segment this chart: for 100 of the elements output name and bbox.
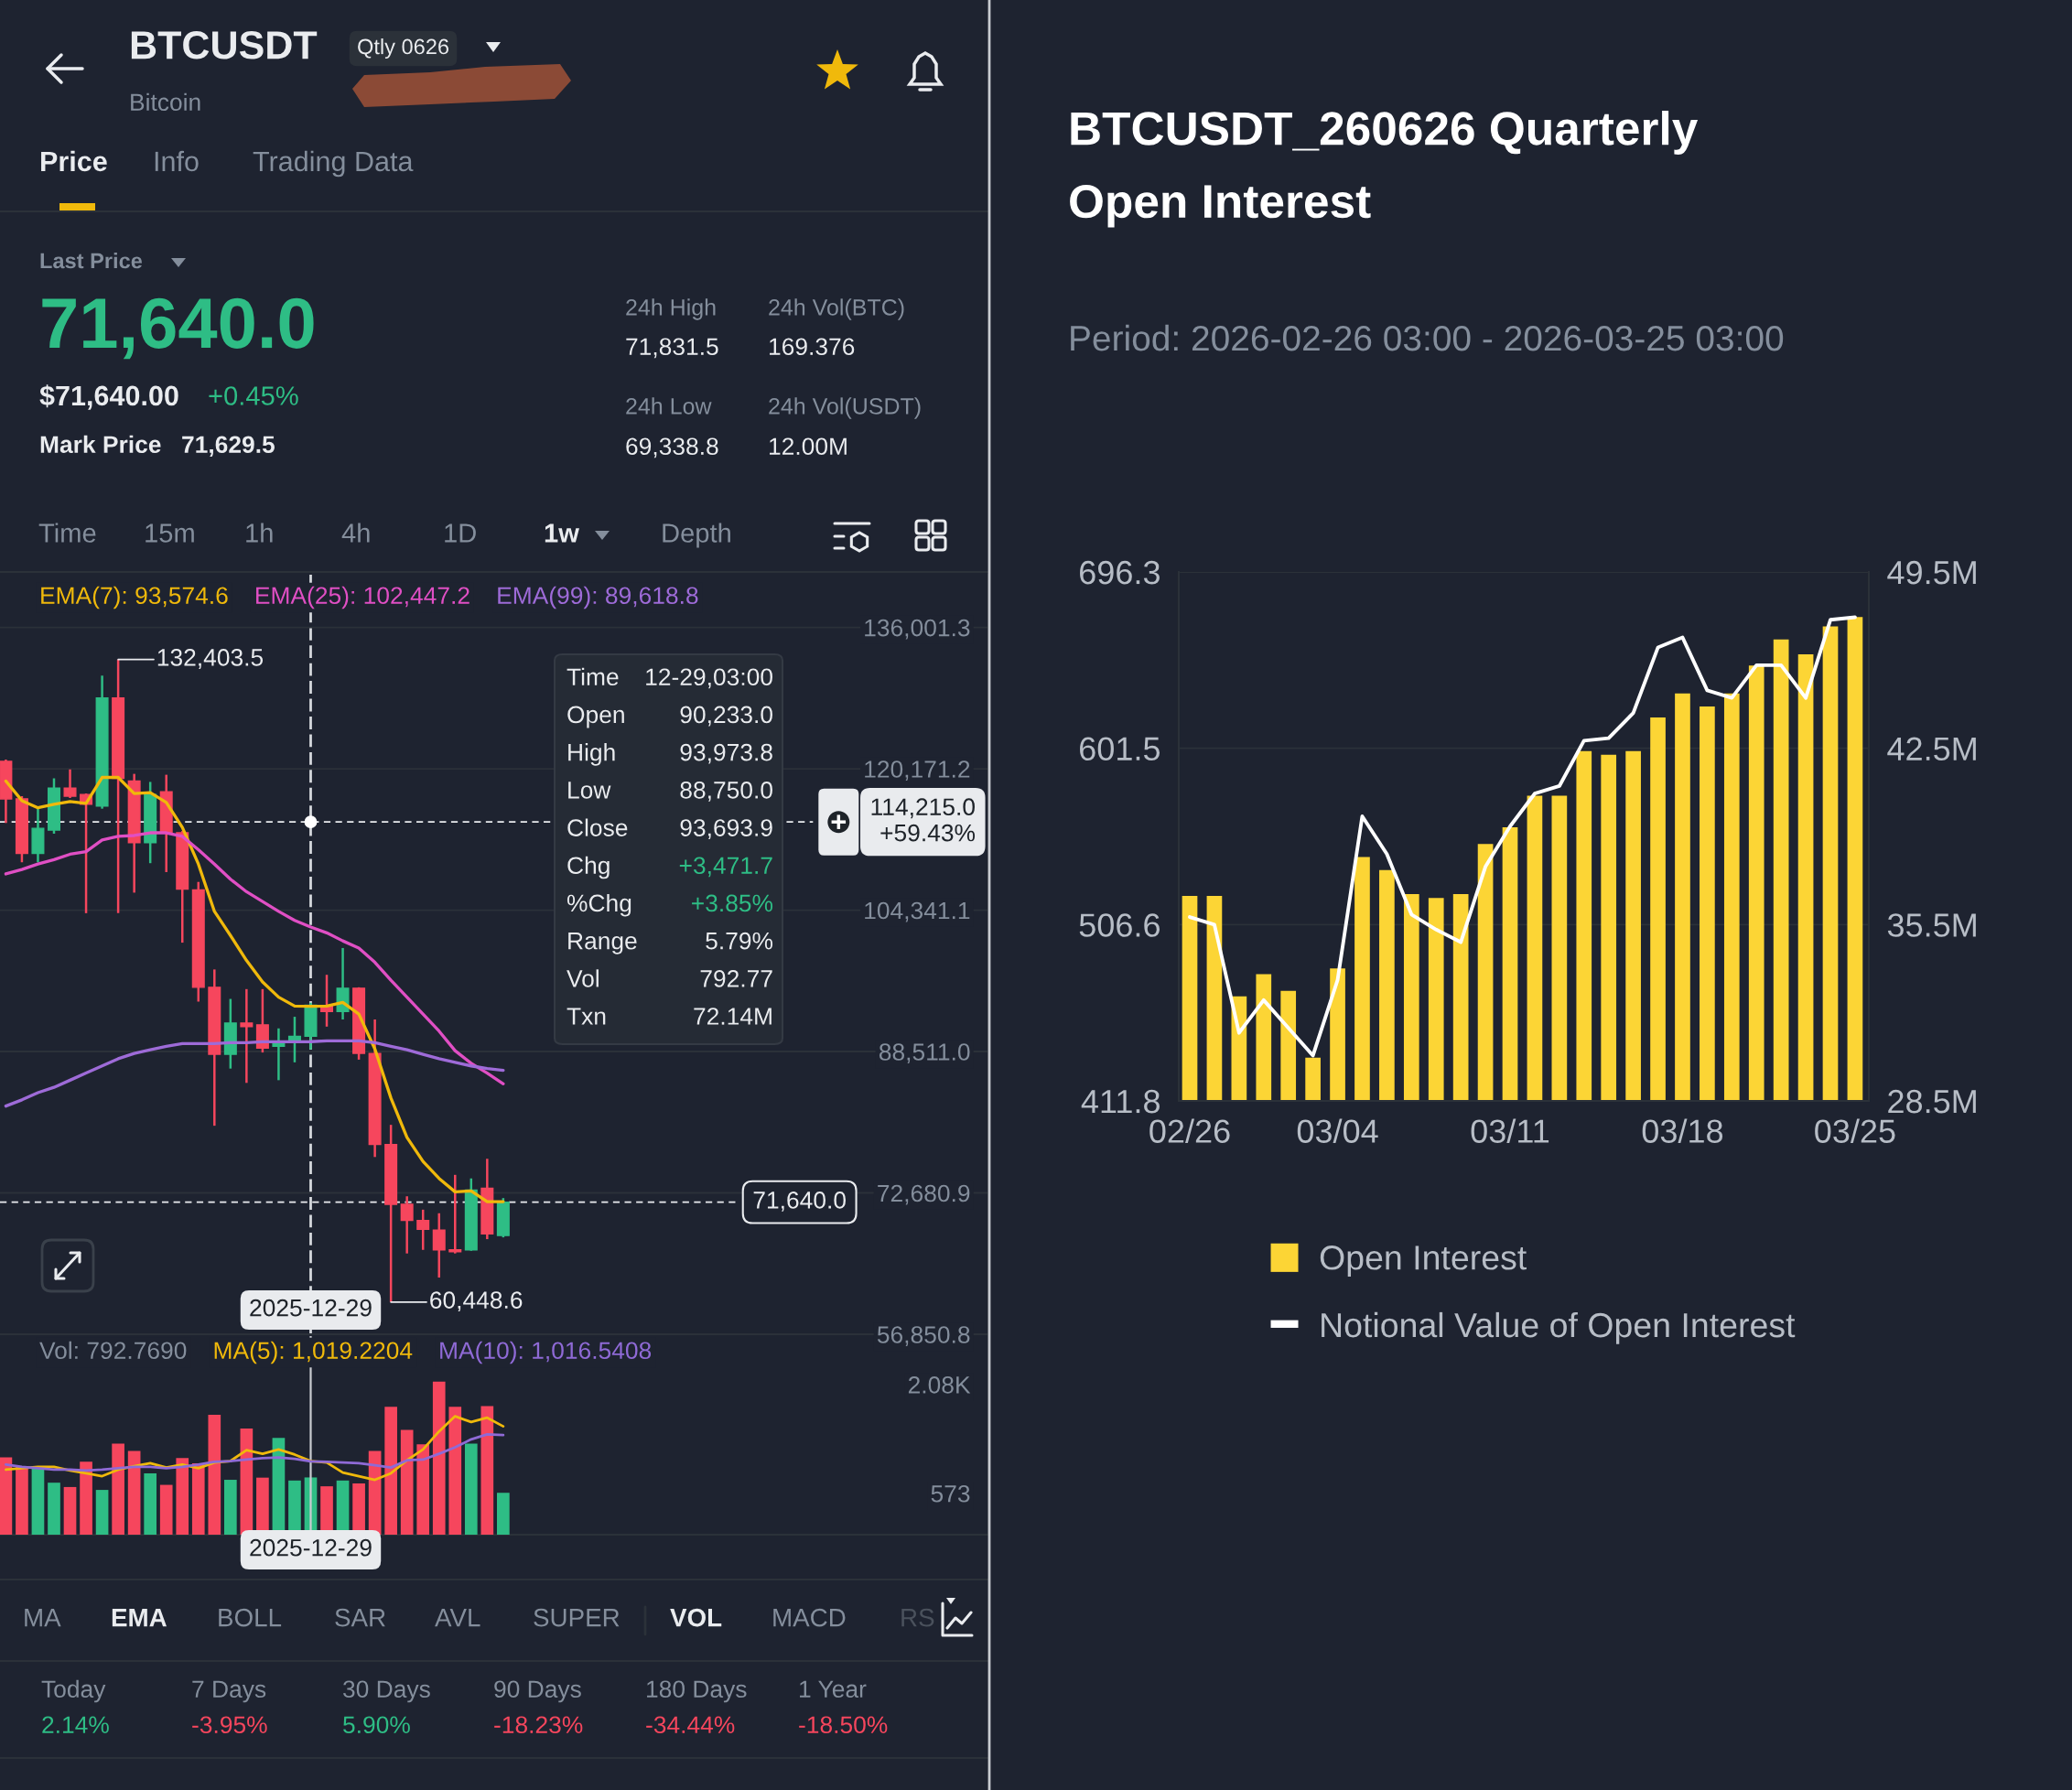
text: Vol: 792.7690	[39, 1341, 187, 1360]
text: Today	[41, 1679, 106, 1703]
text: 93,693.9	[680, 819, 772, 839]
text: Price	[41, 150, 107, 172]
y2-tick-label: 35.5M	[1887, 913, 1976, 937]
y2-tick-label: 49.5M	[1887, 560, 1976, 585]
legend-label: Notional Value of Open Interest	[1322, 1311, 1796, 1344]
chart-subtitle: Period: 2026-02-26 03:00 - 2026-03-25 03:00	[1071, 324, 1784, 351]
text: 24h Vol(BTC)	[769, 298, 904, 320]
text: EMA(99): 89,618.8	[498, 586, 698, 609]
text: $71,640.00	[39, 384, 178, 410]
text: 1h	[246, 523, 273, 543]
text: 792.77	[700, 970, 772, 987]
x-tick-label: 2025-12-29	[250, 1538, 372, 1557]
y-tick-label: 136,001.3	[865, 619, 970, 640]
y-tick-label: 104,341.1	[865, 901, 970, 922]
text: EMA	[112, 1609, 167, 1627]
text: Time	[567, 667, 619, 686]
text: High	[568, 743, 615, 766]
y-tick-label: 601.5	[1080, 737, 1160, 761]
text: 71,831.5	[626, 338, 718, 359]
text: 5.79%	[706, 932, 773, 950]
text: 88,750.0	[680, 782, 772, 802]
text: 71,640.0	[42, 297, 314, 360]
chart-title: BTCUSDT_260626 Quarterly Open Interest	[1070, 111, 1699, 228]
text: EMA(7): 93,574.6	[41, 586, 228, 609]
x-tick-label: 02/26	[1149, 1118, 1230, 1143]
text: MACD	[773, 1608, 846, 1627]
text: Qtly 0626	[358, 38, 449, 59]
text: 4h	[341, 523, 370, 543]
text: SAR	[335, 1608, 385, 1627]
text: 30 Days	[343, 1680, 430, 1703]
text: +3.85%	[692, 894, 773, 912]
text: Close	[567, 818, 628, 836]
text: Info	[155, 150, 199, 172]
text: 12.00M	[770, 437, 847, 456]
text: 5.90%	[343, 1716, 410, 1734]
text: 1D	[445, 523, 476, 543]
y-tick-label: 2.08K	[908, 1376, 971, 1394]
x-tick-label: 2025-12-29	[250, 1299, 372, 1317]
text: 24h Low	[626, 397, 712, 415]
text: Open	[567, 706, 624, 728]
text: Mark Price	[40, 435, 161, 454]
text: -18.23%	[494, 1716, 583, 1734]
text: %Chg	[567, 893, 631, 917]
text: VOL	[670, 1608, 722, 1627]
x-tick-label: 03/25	[1815, 1118, 1895, 1143]
x-tick-label: 03/11	[1471, 1118, 1549, 1143]
y-tick-label: 72,680.9	[878, 1184, 970, 1205]
y-tick-label: 696.3	[1080, 560, 1160, 585]
text: +0.45%	[209, 386, 298, 405]
text: 180 Days	[647, 1680, 747, 1703]
ref-line-label: 71,640.0	[753, 1192, 846, 1212]
text: Chg	[567, 856, 610, 879]
text: 72.14M	[694, 1008, 772, 1025]
annotation: 132,403.5	[157, 649, 264, 669]
text: 93,973.8	[680, 743, 772, 764]
text: 7 Days	[192, 1680, 266, 1703]
y2-tick-label: 28.5M	[1888, 1089, 1976, 1114]
text: Range	[568, 933, 637, 954]
annotation: 60,448.6	[430, 1291, 523, 1312]
text: Trading Data	[253, 150, 414, 178]
text: Low	[568, 782, 611, 799]
y-tick-label: 88,511.0	[879, 1043, 970, 1063]
text: Txn	[567, 1008, 606, 1025]
ref-line-label: 114,215.0 +59.43%	[871, 798, 976, 842]
x-tick-label: 03/04	[1297, 1118, 1378, 1143]
text: Depth	[663, 523, 730, 548]
text: 24h Vol(USDT)	[769, 397, 921, 419]
text: 12-29,03:00	[646, 668, 772, 689]
text: MA	[25, 1609, 61, 1627]
legend-label: Open Interest	[1320, 1245, 1527, 1278]
x-tick-label: 03/18	[1642, 1118, 1723, 1143]
text: -18.50%	[799, 1716, 888, 1734]
text: +3,471.7	[679, 857, 772, 878]
text: 24h High	[626, 298, 716, 320]
text: 169.376	[770, 338, 855, 356]
text: 1 Year	[800, 1680, 867, 1698]
text: AVL	[435, 1609, 480, 1627]
text: EMA(25): 102,447.2	[256, 586, 469, 609]
text: 69,338.8	[626, 437, 718, 458]
text: Time	[38, 523, 96, 543]
text: MA(5): 1,019.2204	[214, 1341, 413, 1364]
text: 71,629.5	[182, 436, 275, 457]
text: -34.44%	[646, 1716, 735, 1734]
text: -3.95%	[192, 1716, 267, 1734]
text: 2.14%	[42, 1716, 109, 1733]
text: Last Price	[40, 253, 143, 269]
text: SUPER	[534, 1608, 620, 1627]
y-tick-label: 506.6	[1079, 913, 1160, 937]
text: BOLL	[219, 1608, 282, 1627]
text: 15m	[146, 523, 194, 543]
text: BTCUSDT	[131, 31, 318, 59]
text: 1w	[545, 523, 579, 543]
y-tick-label: 411.8	[1081, 1089, 1160, 1114]
text: Vol	[567, 969, 599, 987]
y-tick-label: 120,171.2	[865, 760, 970, 781]
text: 90,233.0	[680, 706, 772, 727]
text: MA(10): 1,016.5408	[440, 1341, 652, 1364]
text: Bitcoin	[131, 92, 200, 112]
